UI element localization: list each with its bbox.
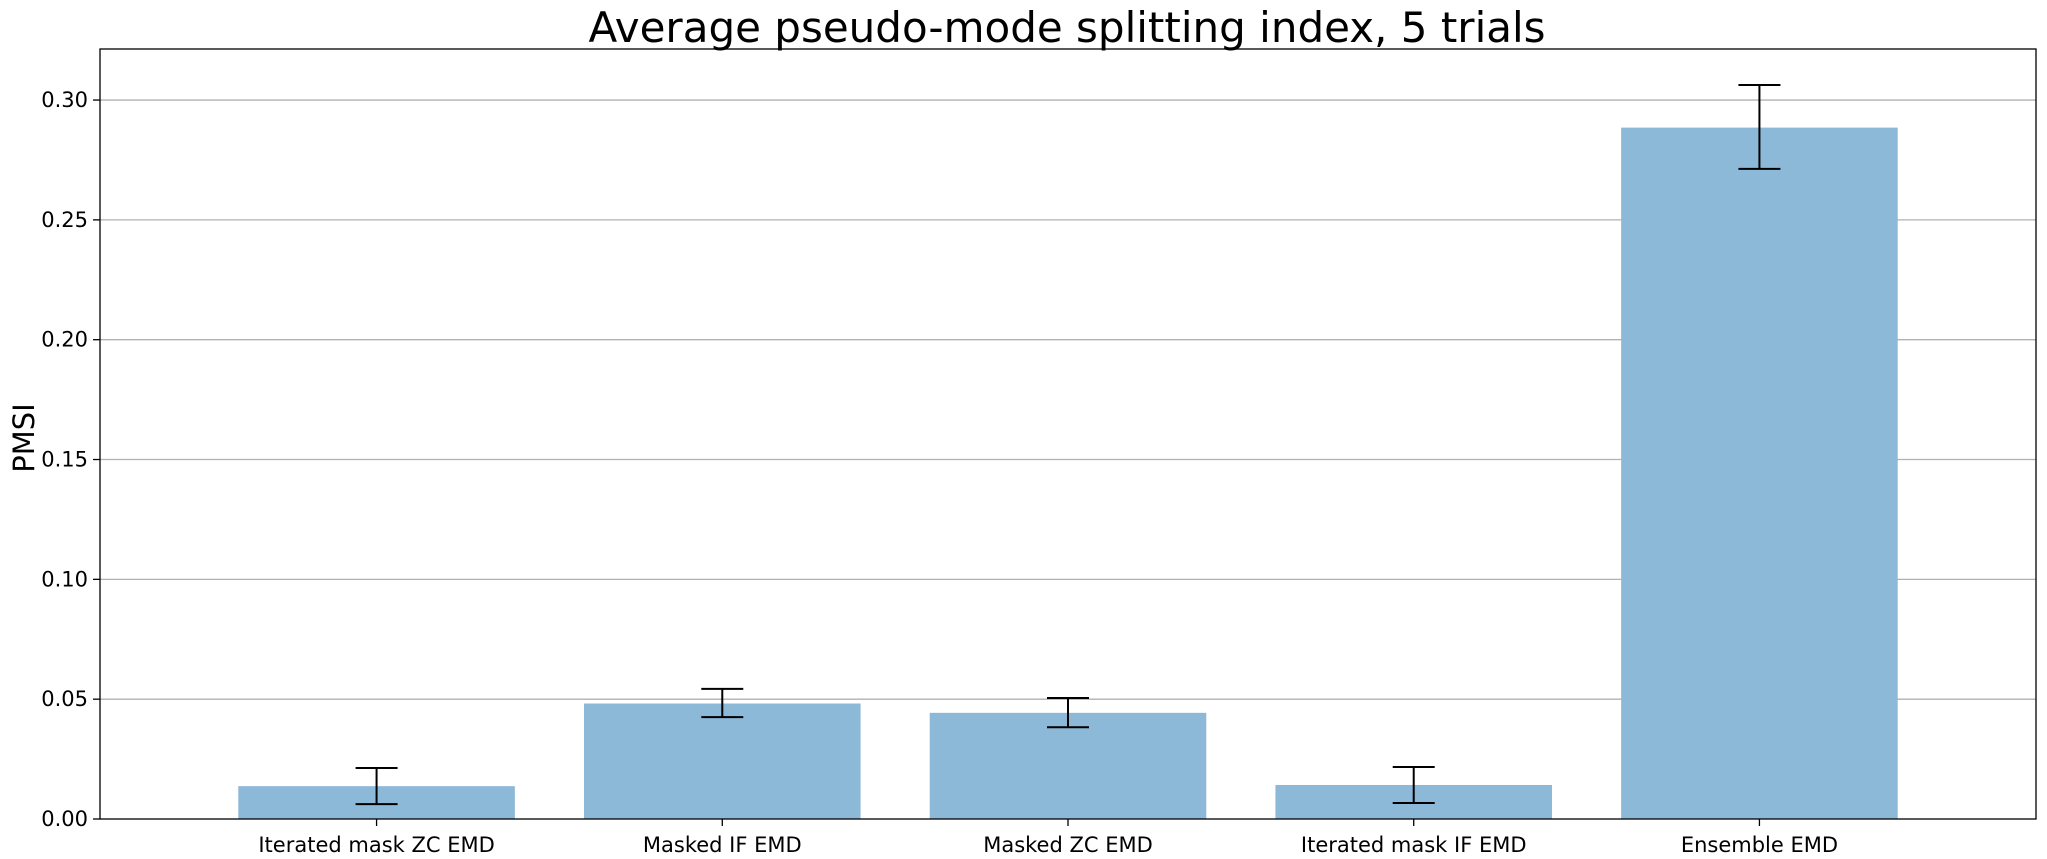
y-tick-label: 0.05 <box>41 687 88 711</box>
y-tick-label: 0.20 <box>41 328 88 352</box>
y-axis-label: PMSI <box>7 403 41 472</box>
y-tick-label: 0.25 <box>41 208 88 232</box>
chart-title: Average pseudo-mode splitting index, 5 t… <box>588 3 1545 52</box>
x-tick-label: Masked IF EMD <box>643 833 802 857</box>
y-tick-label: 0.10 <box>41 567 88 591</box>
y-tick-label: 0.00 <box>41 807 88 831</box>
x-tick-label: Iterated mask ZC EMD <box>258 833 494 857</box>
x-tick-label: Ensemble EMD <box>1681 833 1838 857</box>
y-tick-label: 0.30 <box>41 88 88 112</box>
y-tick-label: 0.15 <box>41 448 88 472</box>
bar <box>1621 127 1898 820</box>
x-tick-label: Masked ZC EMD <box>983 833 1153 857</box>
bar <box>584 703 861 819</box>
x-axis-ticks: Iterated mask ZC EMD Masked IF EMD Masked … <box>258 819 1838 857</box>
bars <box>238 127 1898 820</box>
y-axis-ticks: 0.00 0.05 0.10 0.15 0.20 0.25 0.30 <box>41 88 100 831</box>
error-bars <box>355 83 1781 806</box>
bar <box>929 712 1207 819</box>
x-tick-label: Iterated mask IF EMD <box>1301 833 1527 857</box>
